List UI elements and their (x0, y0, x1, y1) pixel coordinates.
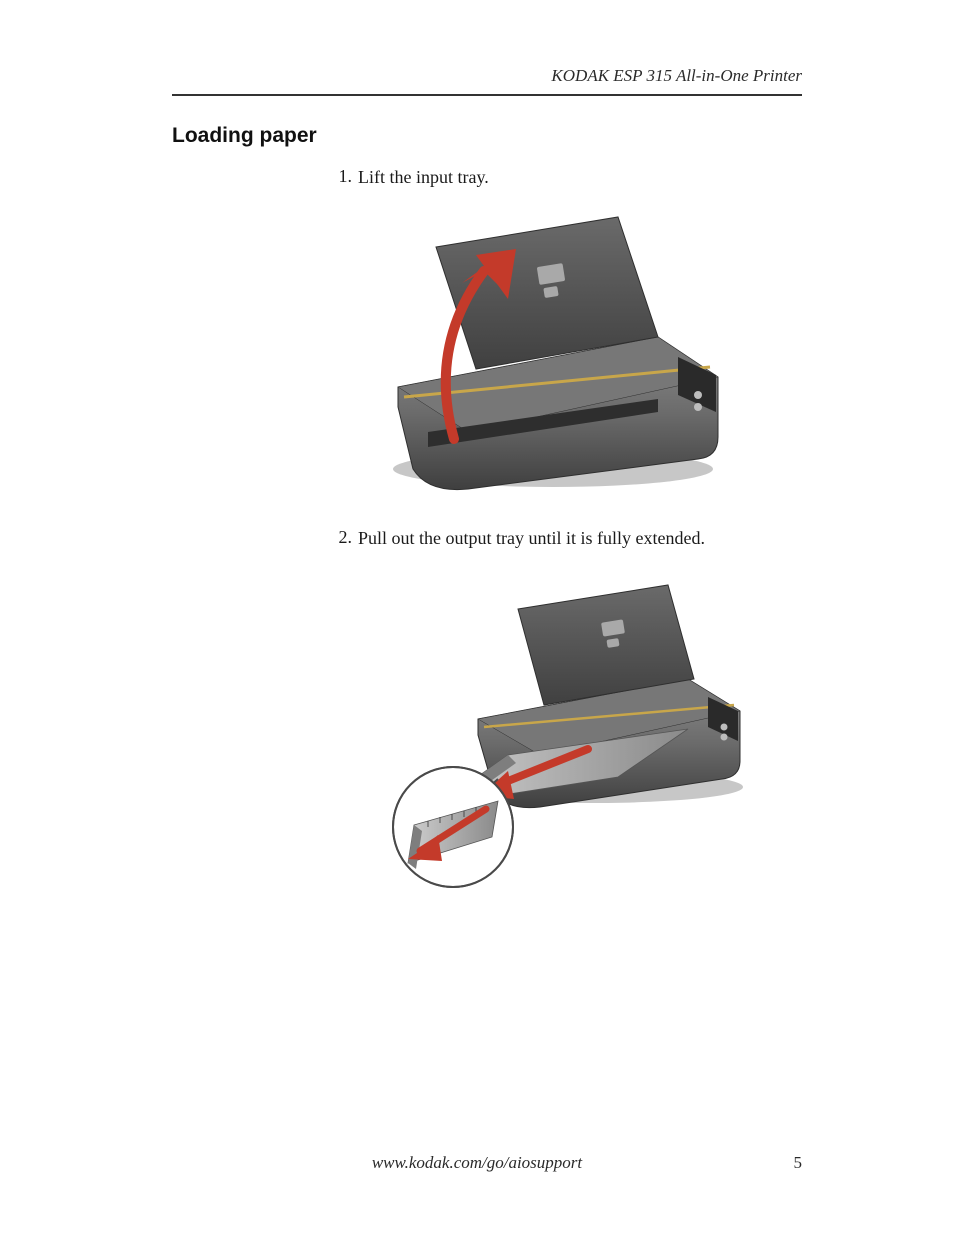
step-text: Pull out the output tray until it is ful… (358, 527, 705, 550)
figure-pull-output-tray (358, 569, 802, 889)
page-number: 5 (794, 1153, 803, 1173)
figure-lift-input-tray (358, 207, 802, 497)
page-footer: www.kodak.com/go/aiosupport (0, 1153, 954, 1173)
footer-url: www.kodak.com/go/aiosupport (372, 1153, 582, 1173)
step-number: 1. (332, 166, 358, 187)
step-item: 1. Lift the input tray. (332, 166, 802, 189)
printer-illustration-2 (358, 569, 758, 889)
panel-button (694, 403, 702, 411)
manual-page: KODAK ESP 315 All-in-One Printer Loading… (0, 0, 954, 1235)
panel-button (694, 391, 702, 399)
steps-list: 1. Lift the input tray. (332, 166, 802, 189)
step-text: Lift the input tray. (358, 166, 489, 189)
step-item: 2. Pull out the output tray until it is … (332, 527, 802, 550)
panel-button (721, 723, 728, 730)
step-number: 2. (332, 527, 358, 548)
steps-list: 2. Pull out the output tray until it is … (332, 527, 802, 550)
panel-button (721, 733, 728, 740)
section-title: Loading paper (172, 124, 802, 148)
printer-illustration-1 (358, 207, 738, 497)
running-header: KODAK ESP 315 All-in-One Printer (172, 66, 802, 96)
